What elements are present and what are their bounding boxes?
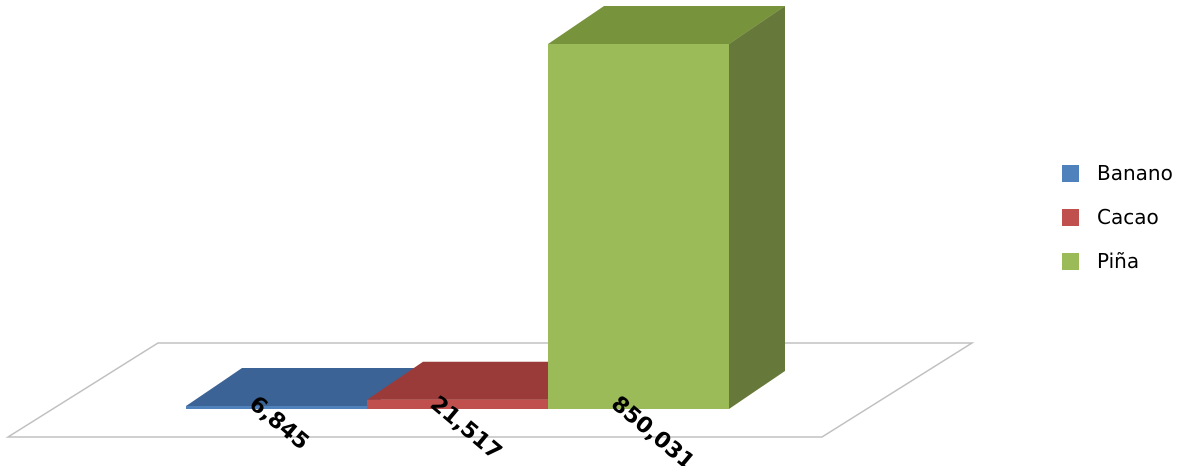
bars-layer: [186, 6, 785, 409]
bar-1: [367, 399, 548, 409]
legend-label-banano: Banano: [1097, 161, 1173, 185]
bar-side-2: [729, 6, 785, 409]
bar-2: [548, 44, 729, 409]
legend-swatch-pina: [1062, 253, 1079, 270]
legend-swatch-banano: [1062, 165, 1079, 182]
legend-label-pina: Piña: [1097, 249, 1140, 273]
legend-swatch-cacao: [1062, 209, 1079, 226]
bar-0: [186, 406, 367, 409]
bar-top-2: [548, 6, 785, 44]
bar-top-1: [367, 361, 604, 400]
bar-top-0: [186, 368, 423, 407]
legend-label-cacao: Cacao: [1097, 205, 1159, 229]
